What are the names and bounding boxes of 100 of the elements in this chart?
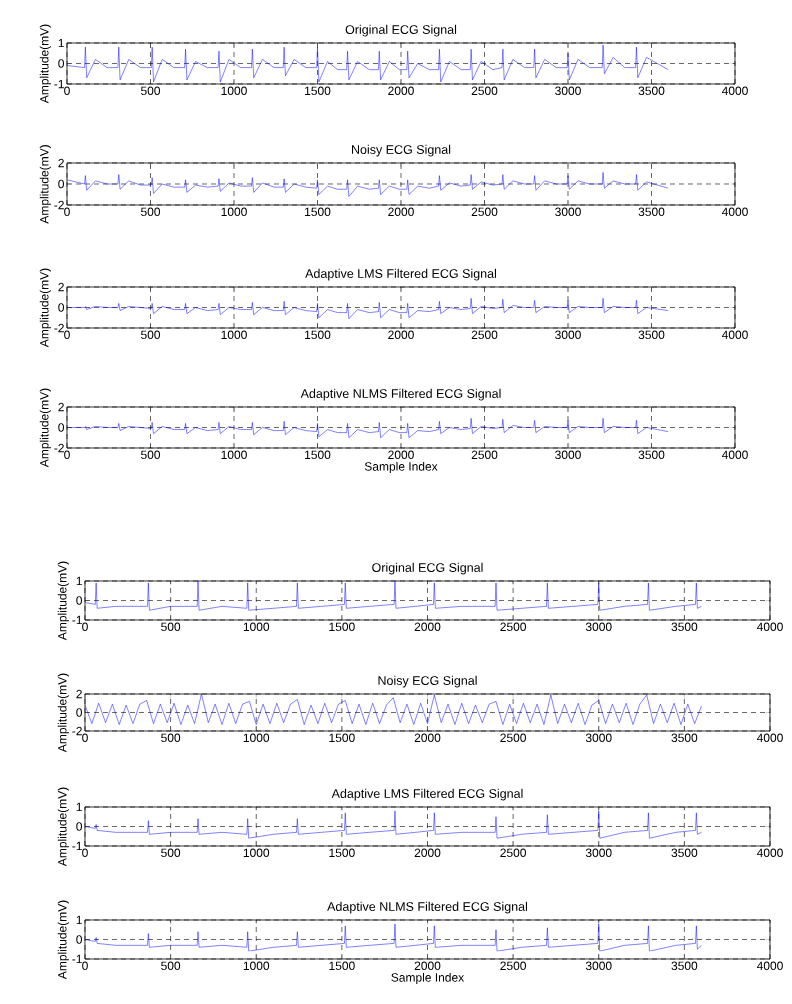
y-tick-label: -2 [54, 200, 64, 210]
y-tick-label: 0 [58, 423, 64, 432]
chart-title: Original ECG Signal [345, 24, 457, 37]
x-tick-label: 1500 [305, 330, 331, 340]
x-tick-label: 2500 [471, 86, 498, 96]
x-tick-label: 2000 [414, 848, 441, 858]
x-tick-label: 1500 [329, 622, 355, 632]
x-tick-label: 3000 [585, 848, 612, 858]
y-axis-title: Amplitude(mV) [39, 268, 51, 348]
x-tick-label: 500 [161, 848, 181, 858]
x-tick-label: 3500 [638, 330, 665, 340]
x-tick-label: 2500 [471, 330, 498, 340]
y-tick-label: 0 [76, 935, 82, 944]
chart-title: Noisy ECG Signal [378, 675, 477, 688]
x-tick-label: 3500 [671, 961, 698, 971]
line-series [85, 923, 702, 952]
x-tick-label: 4000 [721, 86, 748, 96]
x-tick-label: 1500 [329, 848, 355, 858]
x-tick-label: 1000 [221, 207, 247, 217]
x-tick-label: 3500 [638, 86, 665, 96]
x-tick-label: 500 [140, 86, 161, 96]
x-tick-label: 2000 [388, 207, 414, 217]
x-tick-label: 2500 [471, 207, 498, 217]
y-tick-label: -1 [72, 954, 82, 964]
y-tick-label: 1 [58, 38, 64, 48]
x-tick-label: 3000 [555, 450, 581, 460]
y-tick-label: 1 [76, 802, 82, 812]
chart-title: Original ECG Signal [372, 562, 483, 575]
chart-title: Adaptive NLMS Filtered ECG Signal [300, 388, 501, 401]
x-tick-label: 2500 [500, 961, 526, 971]
y-axis-title: Amplitude(mV) [57, 787, 69, 867]
x-tick-label: 2500 [500, 622, 526, 632]
x-tick-label: 3000 [555, 207, 581, 217]
x-tick-label: 4000 [721, 330, 748, 340]
x-tick-label: 3500 [638, 207, 665, 217]
y-axis-title: Amplitude(mV) [57, 673, 69, 753]
x-tick-label: 2500 [500, 733, 526, 743]
x-tick-label: 1000 [243, 622, 270, 632]
x-tick-label: 2000 [414, 961, 441, 971]
x-tick-label: 1500 [329, 733, 355, 743]
line-series [85, 580, 702, 611]
x-axis-title: Sample Index [391, 972, 465, 985]
x-tick-label: 3000 [585, 961, 612, 971]
x-tick-label: 1500 [305, 86, 331, 96]
y-axis-title: Amplitude(mV) [57, 561, 69, 641]
y-tick-label: 2 [58, 158, 64, 168]
x-tick-label: 1500 [329, 961, 355, 971]
x-tick-label: 4000 [721, 207, 748, 217]
x-axis-title: Sample Index [364, 461, 438, 474]
x-tick-label: 4000 [756, 733, 783, 743]
line-series [85, 694, 702, 725]
x-tick-label: 1500 [305, 207, 331, 217]
y-tick-label: 0 [58, 59, 64, 68]
x-tick-label: 1000 [221, 86, 247, 96]
y-tick-label: 0 [76, 596, 82, 605]
y-axis-title: Amplitude(mV) [39, 388, 51, 468]
x-tick-label: 3500 [638, 450, 665, 460]
y-axis-title: Amplitude(mV) [39, 145, 51, 224]
y-tick-label: 0 [58, 179, 64, 189]
x-tick-label: 3500 [671, 733, 698, 743]
y-tick-label: 2 [58, 402, 64, 412]
x-tick-label: 500 [161, 961, 181, 971]
y-tick-label: 2 [76, 689, 82, 699]
x-tick-label: 500 [161, 733, 181, 743]
line-series [67, 298, 669, 320]
x-tick-label: 2000 [388, 330, 414, 340]
x-tick-label: 2500 [500, 848, 526, 858]
line-series [85, 810, 702, 839]
y-axis-title: Amplitude(mV) [57, 900, 69, 980]
x-tick-label: 3500 [671, 848, 698, 858]
x-tick-label: 3500 [671, 622, 698, 632]
x-tick-label: 2000 [414, 622, 441, 632]
y-tick-label: -1 [72, 841, 82, 851]
x-tick-label: 1500 [305, 450, 331, 460]
x-tick-label: 3000 [555, 86, 581, 96]
y-tick-label: 1 [76, 576, 82, 586]
chart-title: Adaptive LMS Filtered ECG Signal [331, 788, 523, 801]
chart-title: Noisy ECG Signal [352, 144, 451, 157]
x-tick-label: 4000 [756, 848, 783, 858]
chart-title: Adaptive LMS Filtered ECG Signal [305, 268, 497, 281]
y-tick-label: 1 [76, 915, 82, 925]
y-tick-label: -2 [54, 323, 64, 333]
x-tick-label: 4000 [721, 450, 748, 460]
x-tick-label: 2000 [388, 86, 414, 96]
y-tick-label: 0 [76, 822, 82, 831]
line-series [67, 172, 669, 197]
x-tick-label: 3000 [585, 622, 612, 632]
y-tick-label: 0 [58, 303, 64, 312]
x-tick-label: 2500 [471, 450, 498, 460]
x-tick-label: 4000 [756, 622, 783, 632]
chart-title: Adaptive NLMS Filtered ECG Signal [327, 901, 528, 914]
x-tick-label: 3000 [585, 733, 612, 743]
x-tick-label: 1000 [243, 733, 270, 743]
x-tick-label: 4000 [756, 961, 783, 971]
x-tick-label: 500 [140, 330, 161, 340]
x-tick-label: 1000 [221, 450, 247, 460]
x-tick-label: 1000 [243, 848, 270, 858]
x-tick-label: 1000 [221, 330, 247, 340]
y-tick-label: -2 [54, 443, 64, 453]
x-tick-label: 3000 [555, 330, 581, 340]
